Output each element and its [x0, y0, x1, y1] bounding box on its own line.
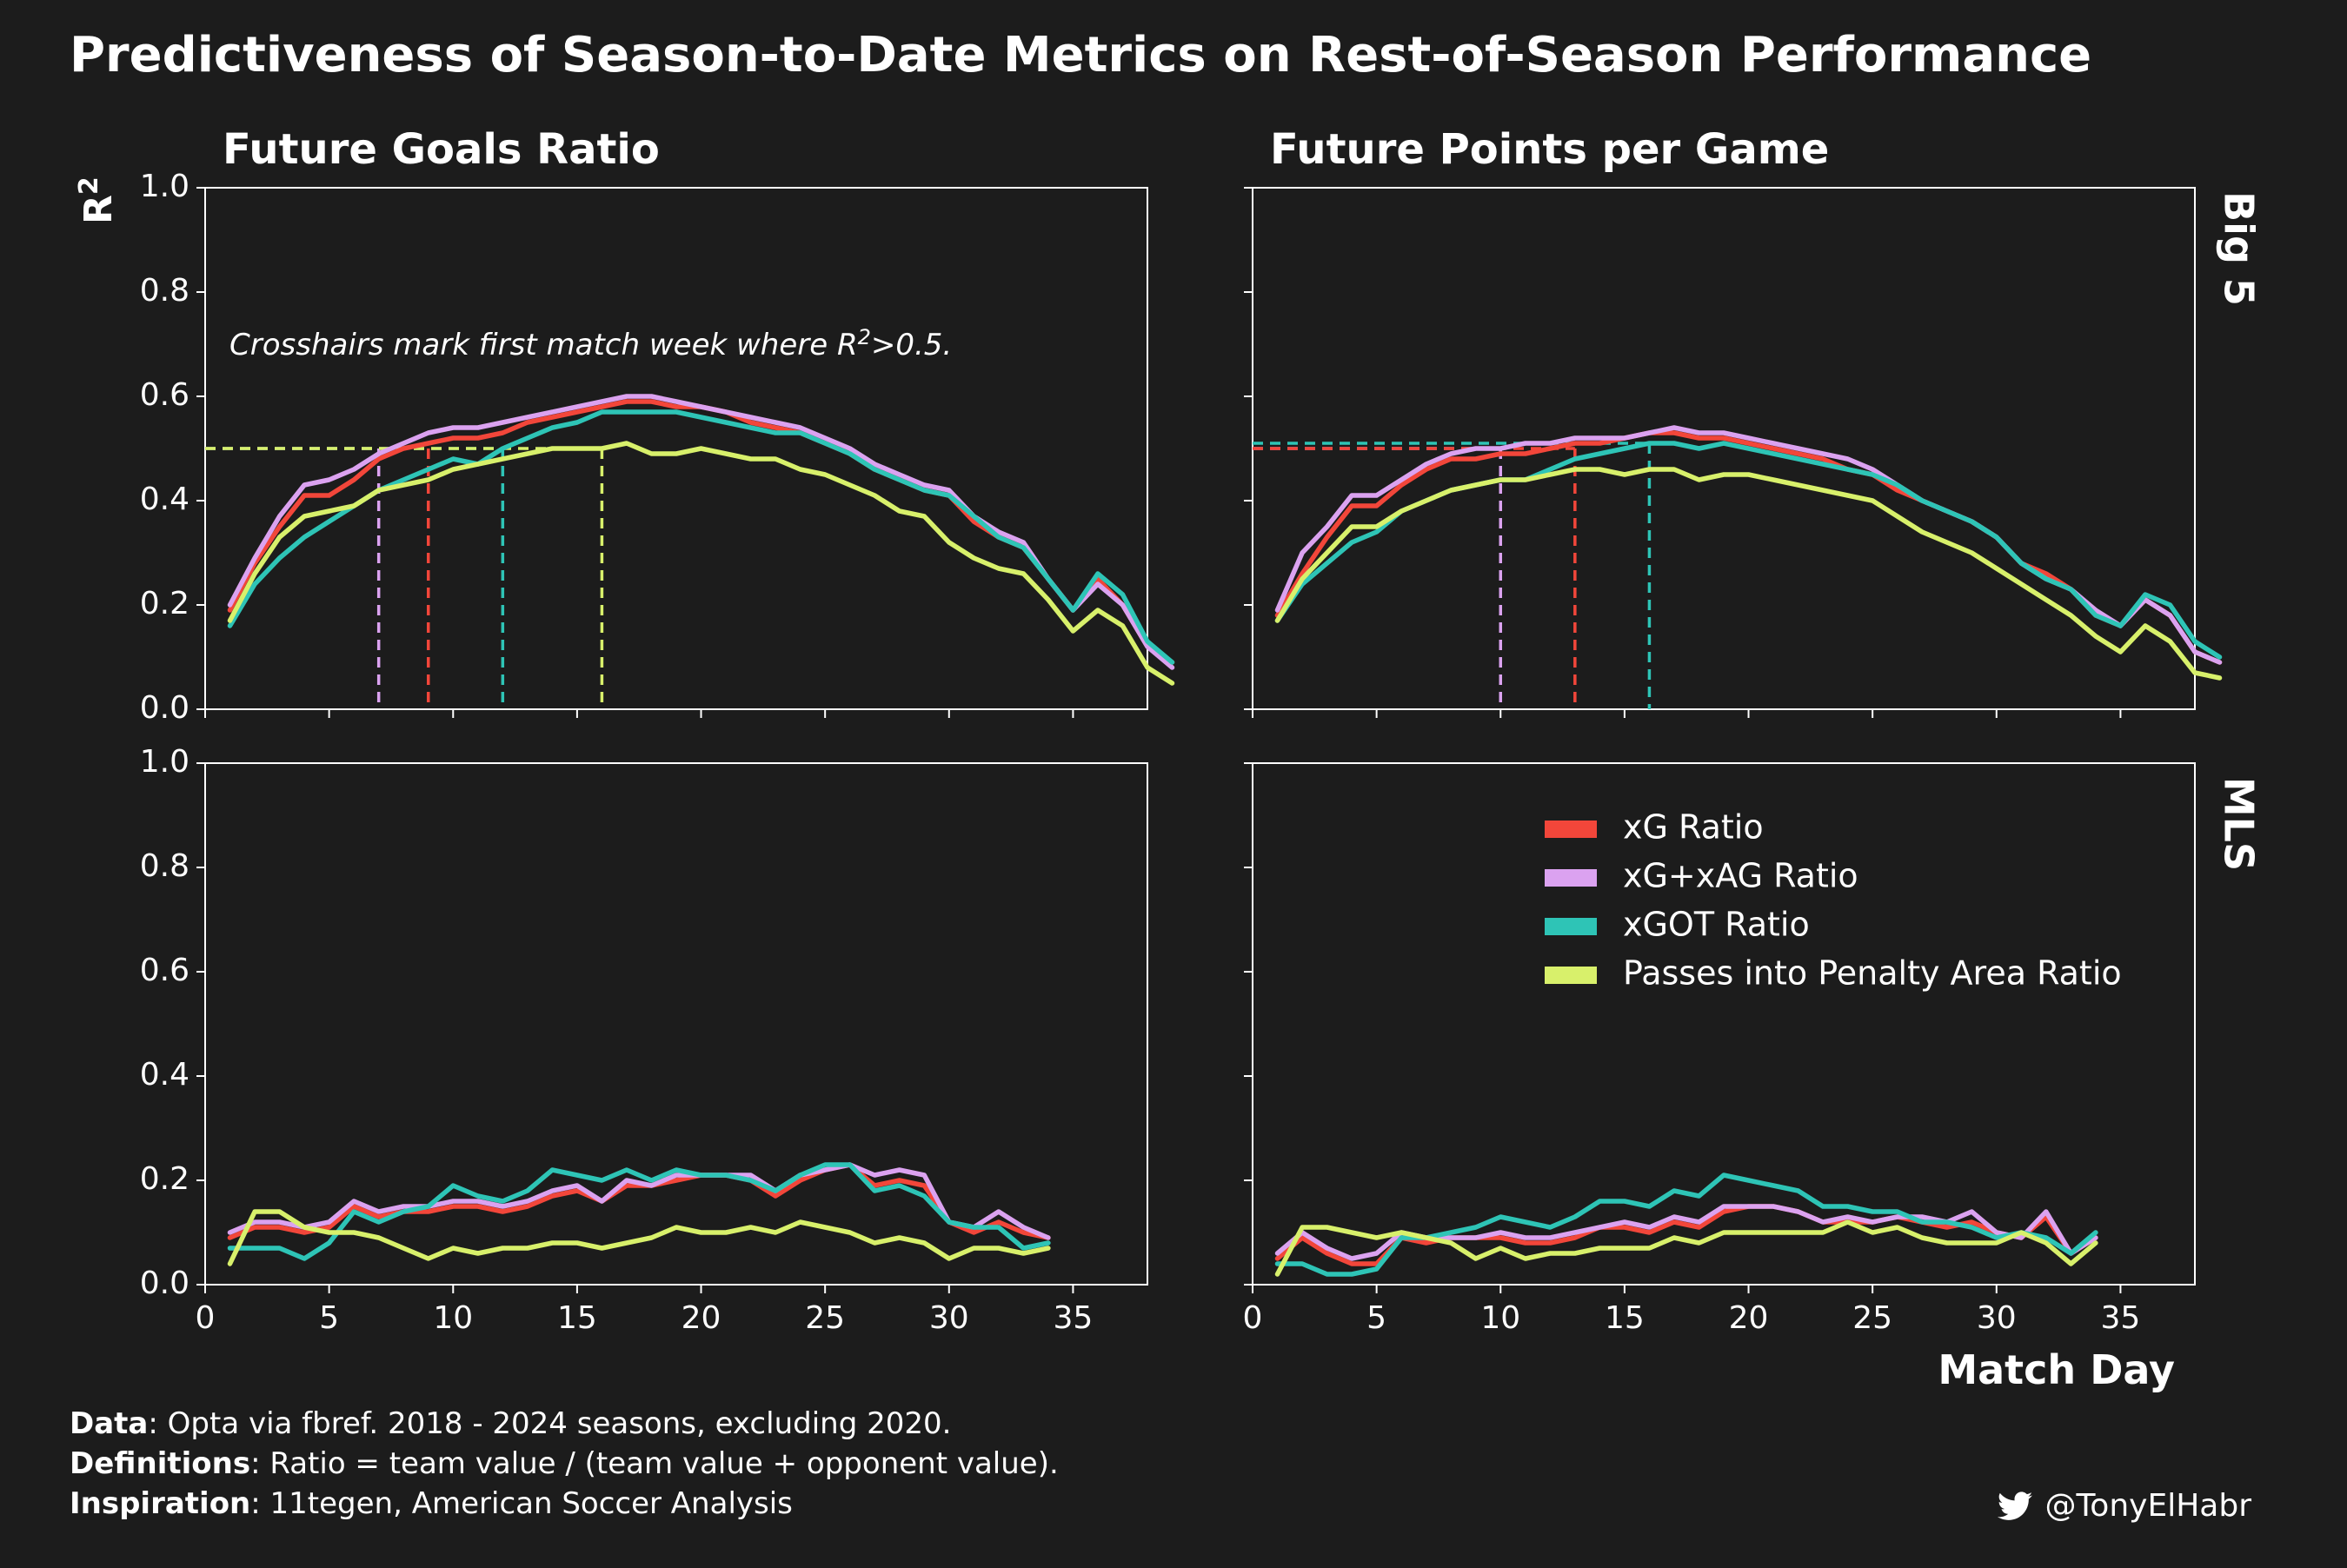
y-tick-label: 0.4 [140, 1057, 189, 1093]
series-line-xg-xag-ratio [227, 1162, 1051, 1240]
y-tick-label: 0.2 [140, 1161, 189, 1197]
y-tick-label: 0.0 [140, 690, 189, 726]
legend-swatch-xg-ratio [1545, 821, 1597, 838]
series-line-xg-xag-ratio [227, 394, 1175, 670]
y-tick-label: 0.4 [140, 482, 189, 517]
x-tick-label: 20 [681, 1300, 721, 1336]
y-tick-label: 0.6 [140, 377, 189, 413]
x-tick-label: 30 [929, 1300, 969, 1336]
panel-mls-future-points-per-game: 0 5 10 15 20 25 30 35 xG Ratio xG+xAG Ratio xGOT R… [1243, 762, 2196, 1336]
panel-big-5-future-goals-ratio: 0.0 0.2 0.4 0.6 0.8 1.0 Crosshairs mark first … [140, 169, 1175, 726]
author-credit[interactable]: @TonyElHabr [1998, 1488, 2251, 1524]
footer-inspiration-text: : 11tegen, American Soccer Analysis [250, 1486, 793, 1521]
row-strip-big-5: Big 5 [2216, 191, 2263, 306]
crosshair-xg-xag-ratio [205, 447, 381, 709]
x-tick-label: 0 [1243, 1300, 1263, 1336]
series-line-xgot-ratio [227, 1162, 1051, 1261]
legend: xG Ratio xG+xAG Ratio xGOT Ratio Passes int… [1545, 808, 2122, 993]
footer-definitions-label: Definitions [70, 1446, 251, 1481]
x-tick-label: 25 [805, 1300, 845, 1336]
footer-data-line: Data: Opta via fbref. 2018 - 2024 season… [70, 1404, 1059, 1444]
y-tick-label: 1.0 [140, 744, 189, 780]
column-header-future-points-per-game: Future Points per Game [1270, 125, 1829, 174]
legend-label-xgot-ratio: xGOT Ratio [1623, 906, 1810, 944]
series-line-passes-into-penalty-area-ratio [1274, 1219, 2098, 1277]
legend-label-xg-ratio: xG Ratio [1623, 808, 1764, 847]
y-tick-label: 1.0 [140, 169, 189, 204]
y-tick-label: 0.0 [140, 1266, 189, 1301]
twitter-bird-icon [1998, 1491, 2033, 1520]
row-strip-mls: MLS [2216, 777, 2263, 871]
legend-swatch-passes-into-penalty-area-ratio [1545, 967, 1597, 984]
footer-inspiration-line: Inspiration: 11tegen, American Soccer An… [70, 1484, 1059, 1524]
series-line-xg-xag-ratio [1274, 425, 2223, 665]
x-tick-label: 5 [319, 1300, 339, 1336]
column-header-future-goals-ratio: Future Goals Ratio [223, 125, 660, 174]
footer-definitions-line: Definitions: Ratio = team value / (team … [70, 1444, 1059, 1484]
y-axis-label: R2 [74, 176, 121, 224]
x-tick-label: 25 [1852, 1300, 1892, 1336]
series-line-xg-ratio [227, 1162, 1051, 1240]
legend-label-passes-into-penalty-area-ratio: Passes into Penalty Area Ratio [1623, 954, 2122, 993]
legend-swatch-xg-xag-ratio [1545, 869, 1597, 887]
series-line-passes-into-penalty-area-ratio [1274, 467, 2223, 681]
footer-notes: Data: Opta via fbref. 2018 - 2024 season… [70, 1404, 1059, 1524]
crosshair-xg-ratio [1253, 447, 1577, 709]
y-tick-label: 0.2 [140, 586, 189, 621]
y-tick-label: 0.6 [140, 953, 189, 988]
x-tick-label: 35 [1054, 1300, 1094, 1336]
panel-mls-future-goals-ratio: 0.0 0.2 0.4 0.6 0.8 1.0 0 5 10 15 20 25 30 35 [140, 744, 1148, 1336]
panel-frame [204, 762, 1148, 1286]
footer-definitions-text: : Ratio = team value / (team value + opp… [250, 1446, 1059, 1481]
x-tick-label: 35 [2101, 1300, 2141, 1336]
chart-title: Predictiveness of Season-to-Date Metrics… [70, 27, 2091, 83]
x-tick-label: 10 [1480, 1300, 1520, 1336]
legend-label-xg-xag-ratio: xG+xAG Ratio [1623, 857, 1858, 895]
panel-frame [1252, 762, 2196, 1286]
crosshair-passes-into-penalty-area-ratio [205, 447, 604, 709]
footer-data-label: Data [70, 1406, 149, 1441]
x-tick-label: 15 [557, 1300, 597, 1336]
author-handle[interactable]: @TonyElHabr [2044, 1488, 2251, 1524]
x-tick-label: 0 [196, 1300, 216, 1336]
legend-swatch-xgot-ratio [1545, 918, 1597, 935]
y-tick-label: 0.8 [140, 273, 189, 309]
series-line-xg-ratio [227, 399, 1175, 665]
x-tick-label: 15 [1605, 1300, 1645, 1336]
series-line-xgot-ratio [1274, 1173, 2098, 1277]
crosshair-annotation: Crosshairs mark first match week where R… [229, 325, 952, 362]
series-line-passes-into-penalty-area-ratio [227, 441, 1175, 686]
x-axis-label: Match Day [1938, 1346, 2175, 1393]
x-tick-label: 10 [433, 1300, 473, 1336]
series-line-passes-into-penalty-area-ratio [227, 1209, 1051, 1266]
x-tick-label: 20 [1729, 1300, 1769, 1336]
x-tick-label: 30 [1977, 1300, 2017, 1336]
y-tick-label: 0.8 [140, 848, 189, 884]
panel-big-5-future-points-per-game [1244, 187, 2223, 718]
x-tick-label: 5 [1366, 1300, 1386, 1336]
footer-data-text: : Opta via fbref. 2018 - 2024 seasons, e… [148, 1406, 952, 1441]
footer-inspiration-label: Inspiration [70, 1486, 251, 1521]
